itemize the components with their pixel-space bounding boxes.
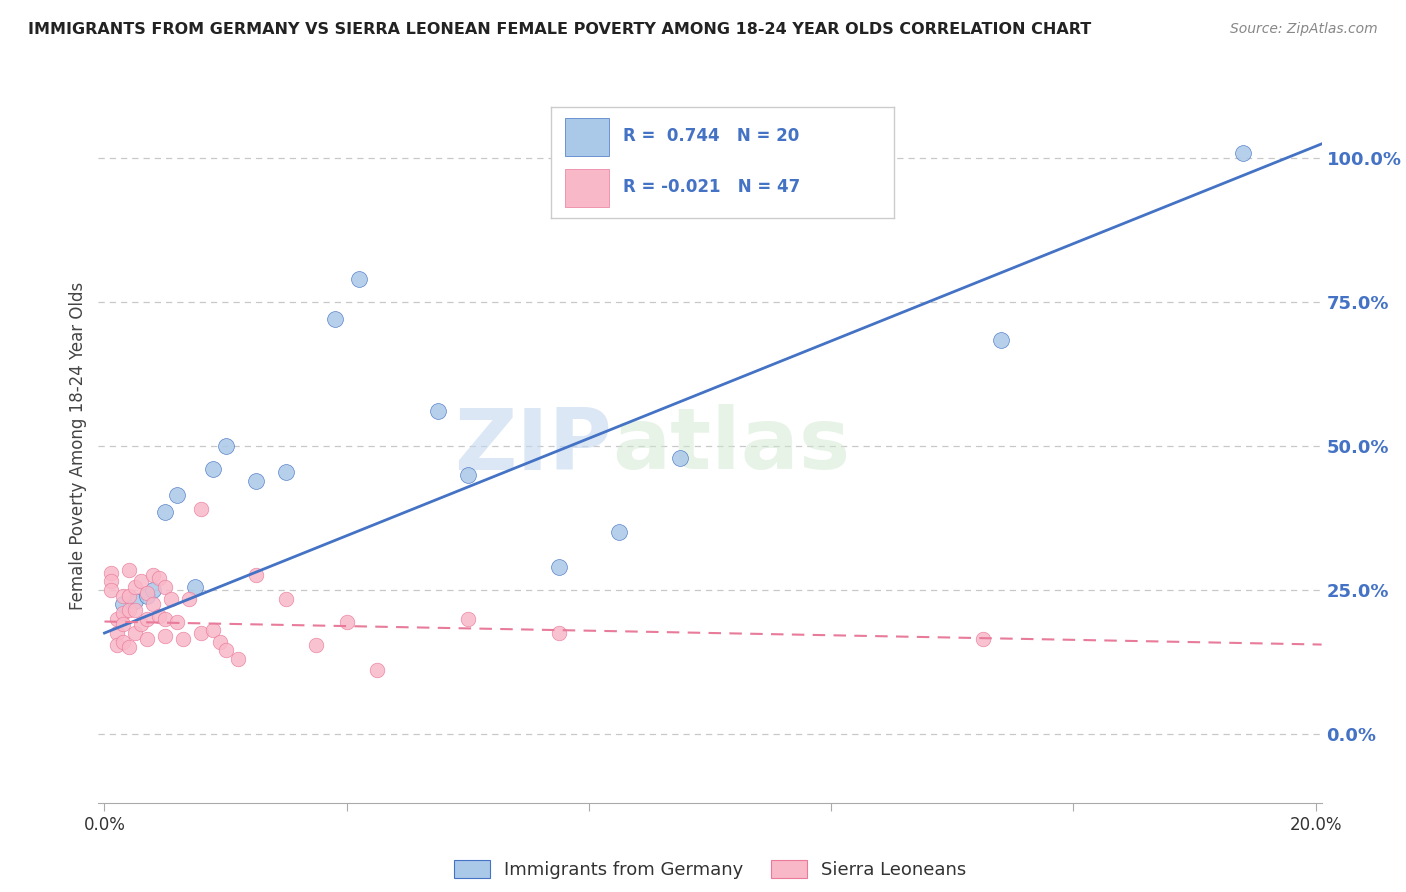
Point bbox=[668, 450, 690, 465]
Point bbox=[245, 568, 267, 582]
Point bbox=[366, 664, 388, 678]
Point bbox=[105, 612, 128, 626]
Point bbox=[214, 643, 236, 657]
Point bbox=[135, 612, 157, 626]
Point bbox=[148, 608, 170, 623]
Point bbox=[153, 580, 176, 594]
Legend: Immigrants from Germany, Sierra Leoneans: Immigrants from Germany, Sierra Leoneans bbox=[447, 853, 973, 887]
Point bbox=[336, 615, 359, 629]
Point bbox=[118, 603, 141, 617]
Point bbox=[990, 333, 1012, 347]
Point bbox=[100, 574, 122, 589]
Point bbox=[160, 591, 183, 606]
Point bbox=[124, 580, 146, 594]
Point bbox=[607, 525, 630, 540]
Point bbox=[166, 615, 188, 629]
Point bbox=[118, 640, 141, 655]
Point bbox=[153, 629, 176, 643]
Point bbox=[457, 612, 479, 626]
Point bbox=[153, 612, 176, 626]
Point bbox=[202, 462, 225, 476]
Point bbox=[172, 632, 194, 646]
Point bbox=[124, 626, 146, 640]
Point bbox=[124, 603, 146, 617]
Point bbox=[214, 439, 236, 453]
Point bbox=[105, 626, 128, 640]
Point bbox=[276, 591, 298, 606]
Point bbox=[426, 404, 449, 418]
Point bbox=[100, 582, 122, 597]
Point bbox=[972, 632, 994, 646]
Point bbox=[129, 617, 152, 632]
Text: Source: ZipAtlas.com: Source: ZipAtlas.com bbox=[1230, 22, 1378, 37]
Point bbox=[105, 638, 128, 652]
Point bbox=[111, 617, 134, 632]
Text: atlas: atlas bbox=[612, 404, 851, 488]
Point bbox=[118, 589, 141, 603]
Point bbox=[135, 589, 157, 603]
Point bbox=[305, 638, 328, 652]
Point bbox=[457, 467, 479, 482]
Point bbox=[245, 474, 267, 488]
Text: IMMIGRANTS FROM GERMANY VS SIERRA LEONEAN FEMALE POVERTY AMONG 18-24 YEAR OLDS C: IMMIGRANTS FROM GERMANY VS SIERRA LEONEA… bbox=[28, 22, 1091, 37]
Point bbox=[347, 272, 370, 286]
Point bbox=[142, 568, 165, 582]
Point bbox=[276, 465, 298, 479]
Point bbox=[190, 502, 212, 516]
Point bbox=[135, 586, 157, 600]
Point bbox=[166, 488, 188, 502]
Y-axis label: Female Poverty Among 18-24 Year Olds: Female Poverty Among 18-24 Year Olds bbox=[69, 282, 87, 610]
Point bbox=[547, 626, 569, 640]
Point bbox=[111, 606, 134, 620]
Point bbox=[118, 563, 141, 577]
Point bbox=[202, 623, 225, 637]
Point bbox=[226, 652, 249, 666]
Point bbox=[129, 574, 152, 589]
Point bbox=[142, 597, 165, 611]
Point bbox=[100, 566, 122, 580]
Point bbox=[111, 597, 134, 611]
Text: ZIP: ZIP bbox=[454, 404, 612, 488]
Point bbox=[153, 505, 176, 519]
Point bbox=[184, 580, 207, 594]
Point bbox=[111, 634, 134, 648]
Point bbox=[111, 589, 134, 603]
Point bbox=[142, 582, 165, 597]
Point bbox=[190, 626, 212, 640]
Point bbox=[547, 559, 569, 574]
Point bbox=[148, 571, 170, 585]
Point bbox=[323, 312, 346, 326]
Point bbox=[179, 591, 201, 606]
Point bbox=[208, 634, 231, 648]
Point bbox=[1232, 145, 1254, 160]
Point bbox=[124, 594, 146, 608]
Point bbox=[135, 632, 157, 646]
